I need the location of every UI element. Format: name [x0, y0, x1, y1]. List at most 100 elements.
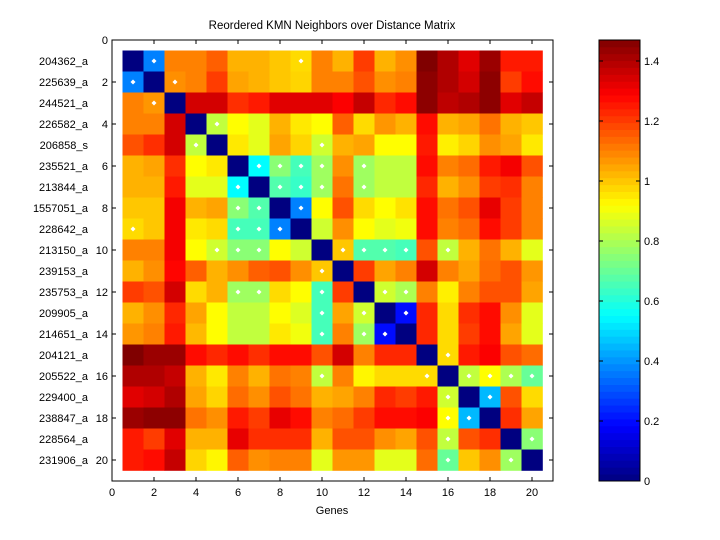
heatmap-cell: [479, 197, 501, 219]
heatmap-cell: [164, 323, 186, 345]
heatmap-cell: [206, 428, 228, 450]
heatmap-cell: [248, 449, 270, 471]
neighbor-marker: [529, 373, 535, 379]
heatmap-cell: [206, 218, 228, 240]
neighbor-marker: [256, 247, 262, 253]
heatmap-cell: [374, 218, 396, 240]
colorbar-segment: [599, 239, 640, 248]
heatmap-cell: [521, 176, 543, 198]
heatmap-cell: [521, 407, 543, 429]
heatmap-cell: [395, 386, 417, 408]
heatmap-cell: [521, 260, 543, 282]
heatmap-cell: [416, 134, 438, 156]
colorbar-tick-label: 0.2: [644, 416, 659, 428]
neighbor-marker: [298, 184, 304, 190]
heatmap-cell: [269, 302, 291, 324]
heatmap-cell: [227, 260, 249, 282]
heatmap-cell: [311, 239, 333, 261]
heatmap-cell: [458, 92, 480, 114]
heatmap-cell: [479, 50, 501, 72]
heatmap-cell: [521, 281, 543, 303]
heatmap-cell: [185, 344, 207, 366]
heatmap-cell: [458, 176, 480, 198]
heatmap-cell: [206, 197, 228, 219]
heatmap-cell: [479, 323, 501, 345]
colorbar-segment: [599, 446, 640, 454]
heatmap-cell: [500, 239, 522, 261]
colorbar-segment: [599, 460, 640, 468]
heatmap-cell: [269, 239, 291, 261]
neighbor-marker: [319, 310, 325, 316]
colorbar-segment: [599, 150, 640, 158]
colorbar-segment: [599, 301, 640, 310]
colorbar-segment: [599, 329, 640, 337]
heatmap-cell: [290, 113, 312, 135]
heatmap-cell: [521, 323, 543, 345]
heatmap-cell: [416, 113, 438, 135]
heatmap-cell: [479, 92, 501, 114]
heatmap-cell: [311, 449, 333, 471]
heatmap-cell: [521, 218, 543, 240]
heatmap-cell: [143, 71, 165, 93]
heatmap-cell: [269, 92, 291, 114]
heatmap-cell: [332, 428, 354, 450]
heatmap-cell: [374, 365, 396, 387]
heatmap-cell: [206, 155, 228, 177]
heatmap-cell: [185, 281, 207, 303]
heatmap-cell: [437, 323, 459, 345]
heatmap-cell: [332, 365, 354, 387]
heatmap-cell: [185, 365, 207, 387]
heatmap-cell: [122, 323, 144, 345]
heatmap-cell: [416, 50, 438, 72]
heatmap-cell: [332, 92, 354, 114]
colorbar-segment: [599, 322, 640, 330]
heatmap-cell: [353, 260, 375, 282]
colorbar-segment: [599, 467, 640, 475]
heatmap-cell: [479, 71, 501, 93]
colorbar-tick-label: 1.2: [644, 116, 659, 128]
heatmap-cell: [122, 134, 144, 156]
gene-label: 213844_a: [39, 182, 89, 194]
neighbor-marker: [235, 205, 241, 211]
heatmap-cell: [458, 71, 480, 93]
heatmap-cell: [437, 50, 459, 72]
heatmap-cell: [395, 323, 417, 345]
heatmap-cell: [143, 281, 165, 303]
heatmap-cell: [500, 50, 522, 72]
colorbar-segment: [599, 67, 640, 75]
heatmap-cell: [395, 260, 417, 282]
colorbar-segment: [599, 274, 640, 282]
heatmap-cell: [143, 365, 165, 387]
neighbor-marker: [319, 268, 325, 274]
x-tick-label: 8: [277, 487, 283, 499]
heatmap-cell: [374, 428, 396, 450]
heatmap-cell: [290, 365, 312, 387]
neighbor-marker: [445, 247, 451, 253]
gene-label: 206858_s: [40, 140, 89, 152]
heatmap-cell: [143, 344, 165, 366]
neighbor-marker: [319, 289, 325, 295]
colorbar-segment: [599, 157, 640, 165]
heatmap-cell: [395, 218, 417, 240]
heatmap-cell: [479, 176, 501, 198]
heatmap-cell: [269, 281, 291, 303]
colorbar-segment: [599, 53, 640, 62]
heatmap-cell: [458, 218, 480, 240]
heatmap-cell: [143, 197, 165, 219]
heatmap-cell: [311, 92, 333, 114]
colorbar-segment: [599, 315, 640, 323]
heatmap-cell: [164, 281, 186, 303]
neighbor-marker: [298, 58, 304, 64]
heatmap-cell: [521, 92, 543, 114]
heatmap-cell: [269, 197, 291, 219]
gene-label: 244521_a: [39, 98, 89, 110]
heatmap-cell: [185, 260, 207, 282]
colorbar-segment: [599, 198, 640, 206]
heatmap-cell: [269, 71, 291, 93]
heatmap-cell: [122, 449, 144, 471]
heatmap-cell: [374, 134, 396, 156]
neighbor-marker: [382, 247, 388, 253]
colorbar-segment: [599, 136, 640, 144]
heatmap-cell: [185, 302, 207, 324]
x-axis-label: Genes: [316, 505, 349, 517]
